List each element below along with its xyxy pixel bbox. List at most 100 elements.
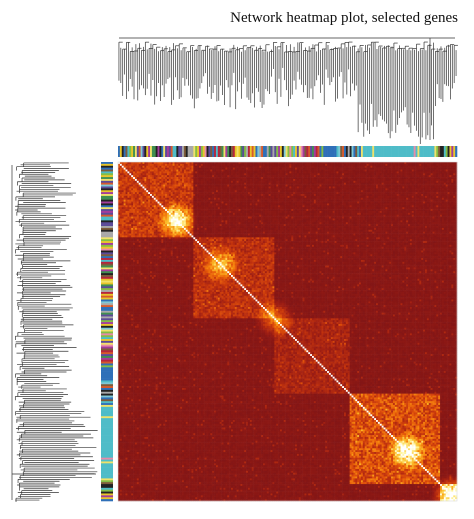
heatmap-cell	[392, 180, 396, 184]
heatmap-cell	[317, 162, 320, 165]
heatmap-cell	[214, 207, 217, 210]
heatmap-cell	[383, 165, 386, 168]
heatmap-cell	[285, 207, 288, 210]
heatmap-cell	[391, 165, 394, 168]
heatmap-cell	[206, 192, 209, 195]
heatmap-cell	[394, 169, 398, 172]
heatmap-cell	[140, 199, 143, 202]
heatmap-cell	[445, 186, 448, 189]
heatmap-cell	[279, 197, 283, 200]
heatmap-cell	[244, 197, 247, 200]
heatmap-cell	[449, 203, 452, 206]
heatmap-cell	[127, 209, 130, 212]
heatmap-cell	[430, 194, 433, 197]
heatmap-cell	[195, 173, 198, 176]
heatmap-cell	[266, 163, 269, 167]
heatmap-cell	[451, 197, 454, 200]
heatmap-cell	[144, 173, 147, 176]
heatmap-cell	[295, 167, 298, 170]
heatmap-cell	[163, 201, 166, 204]
heatmap-cell	[389, 165, 392, 168]
heatmap-cell	[430, 190, 433, 193]
heatmap-cell	[370, 188, 373, 191]
heatmap-cell	[455, 199, 458, 202]
heatmap-cell	[223, 197, 226, 200]
heatmap-cell	[151, 201, 155, 204]
heatmap-cell	[255, 173, 258, 176]
heatmap-cell	[415, 177, 418, 180]
heatmap-cell	[257, 171, 260, 174]
heatmap-cell	[272, 201, 275, 204]
heatmap-cell	[379, 188, 382, 191]
heatmap-cell	[202, 180, 205, 184]
heatmap-cell	[285, 212, 288, 216]
heatmap-cell	[436, 169, 439, 172]
heatmap-cell	[447, 162, 450, 165]
heatmap-cell	[411, 201, 414, 204]
heatmap-cell	[345, 175, 349, 178]
heatmap-cell	[440, 186, 443, 189]
heatmap-cell	[133, 177, 136, 180]
heatmap-cell	[313, 180, 317, 184]
heatmap-cell	[142, 199, 145, 202]
heatmap-cell	[221, 162, 224, 165]
heatmap-cell	[355, 192, 358, 195]
heatmap-cell	[396, 201, 399, 204]
heatmap-cell	[274, 210, 277, 214]
heatmap-cell	[332, 169, 335, 172]
heatmap-cell	[274, 197, 277, 200]
heatmap-cell	[133, 182, 136, 185]
heatmap-cell	[428, 210, 431, 214]
heatmap-cell	[377, 199, 381, 202]
heatmap-cell	[402, 177, 405, 180]
heatmap-cell	[165, 188, 168, 191]
heatmap-cell	[353, 195, 356, 199]
heatmap-cell	[208, 195, 211, 199]
heatmap-cell	[255, 162, 258, 165]
heatmap-cell	[291, 186, 294, 189]
heatmap-cell	[127, 195, 130, 199]
heatmap-cell	[174, 173, 177, 176]
heatmap-cell	[151, 184, 155, 187]
heatmap-cell	[210, 162, 213, 165]
heatmap-cell	[391, 182, 394, 185]
heatmap-cell	[198, 162, 202, 165]
heatmap-cell	[291, 182, 294, 185]
heatmap-cell	[321, 184, 324, 187]
heatmap-cell	[311, 210, 315, 214]
heatmap-cell	[210, 209, 213, 212]
heatmap-cell	[402, 209, 405, 212]
heatmap-cell	[372, 207, 375, 210]
heatmap-cell	[131, 186, 134, 189]
heatmap-cell	[174, 165, 177, 168]
heatmap-cell	[391, 210, 394, 214]
heatmap-cell	[347, 182, 350, 185]
heatmap-cell	[387, 197, 390, 200]
heatmap-cell	[138, 178, 141, 182]
heatmap-cell	[157, 165, 160, 168]
heatmap-cell	[206, 177, 209, 180]
heatmap-cell	[144, 203, 147, 206]
heatmap-cell	[214, 188, 217, 191]
heatmap-cell	[430, 169, 433, 172]
heatmap-cell	[396, 210, 399, 214]
heatmap-cell	[157, 205, 160, 208]
heatmap-cell	[217, 163, 220, 167]
heatmap-cell	[249, 209, 253, 212]
heatmap-cell	[319, 178, 322, 182]
heatmap-cell	[274, 162, 277, 165]
heatmap-cell	[131, 171, 134, 174]
heatmap-cell	[281, 165, 285, 168]
heatmap-cell	[148, 171, 151, 174]
heatmap-cell	[251, 165, 254, 168]
heatmap-cell	[347, 197, 350, 200]
heatmap-cell	[255, 192, 258, 195]
heatmap-cell	[219, 195, 222, 199]
heatmap-cell	[317, 197, 320, 200]
heatmap-cell	[182, 178, 185, 182]
heatmap-cell	[150, 182, 153, 185]
heatmap-cell	[123, 194, 126, 197]
heatmap-cell	[251, 201, 254, 204]
heatmap-cell	[287, 192, 290, 195]
heatmap-cell	[283, 184, 286, 187]
